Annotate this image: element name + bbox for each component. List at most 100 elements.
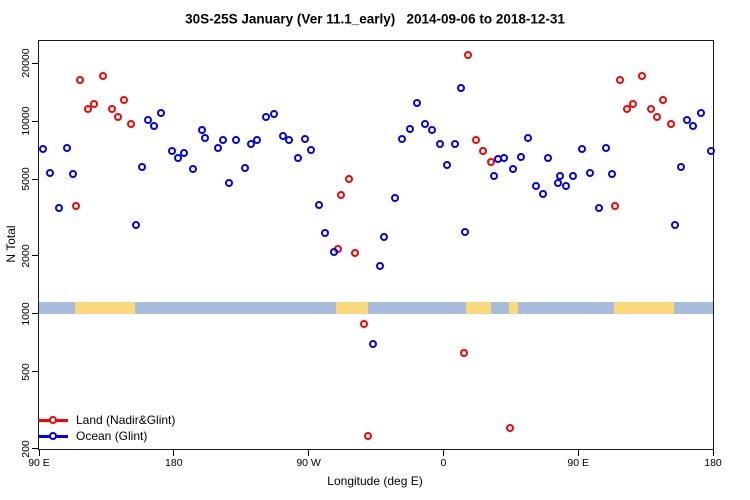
x-tick-label: 180 (165, 457, 183, 469)
y-tick-label: 20000 (20, 48, 32, 78)
land-legend-symbol (38, 415, 68, 425)
data-point-ocean (262, 113, 271, 122)
data-point-ocean (173, 153, 182, 162)
data-point-ocean (39, 144, 47, 153)
legend: Land (Nadir&Glint) Ocean (Glint) (38, 412, 175, 444)
y-tick-mark (32, 178, 38, 180)
data-point-land (647, 105, 656, 113)
data-point-ocean (380, 233, 389, 242)
data-point-ocean (500, 153, 509, 162)
data-point-ocean (293, 153, 302, 162)
ocean-legend-circle-icon (48, 431, 57, 440)
data-point-land (459, 348, 468, 357)
data-point-ocean (683, 115, 692, 124)
data-point-land (76, 75, 85, 84)
y-tick-mark (32, 62, 38, 64)
data-point-land (107, 105, 116, 113)
data-point-ocean (284, 136, 293, 145)
data-point-land (119, 96, 128, 105)
data-point-ocean (314, 200, 323, 209)
data-point-land (359, 320, 368, 329)
data-point-ocean (689, 121, 698, 130)
data-point-land (479, 146, 488, 155)
legend-label-land: Land (Nadir&Glint) (76, 413, 176, 427)
data-point-ocean (405, 124, 414, 133)
data-point-ocean (531, 181, 540, 190)
band-land-segment (614, 302, 675, 314)
legend-label-ocean: Ocean (Glint) (76, 429, 148, 443)
data-point-land (113, 113, 122, 122)
data-point-ocean (413, 99, 422, 108)
land-legend-circle-icon (48, 415, 57, 424)
data-point-ocean (428, 125, 437, 134)
data-point-ocean (241, 163, 250, 172)
data-point-land (615, 75, 624, 84)
data-point-land (364, 431, 372, 440)
data-point-ocean (461, 228, 470, 237)
data-point-ocean (137, 162, 146, 171)
data-point-ocean (543, 154, 552, 163)
x-tick-mark (38, 450, 40, 456)
band-land-segment (509, 302, 519, 314)
chart-title: 30S-25S January (Ver 11.1_early) 2014-09… (185, 11, 565, 27)
data-point-ocean (677, 162, 686, 171)
data-point-ocean (329, 247, 338, 256)
data-point-ocean (671, 220, 680, 229)
x-tick-label: 90 E (28, 457, 50, 469)
data-point-land (464, 50, 473, 59)
y-tick-label: 2000 (20, 244, 32, 268)
data-point-ocean (602, 143, 611, 152)
data-point-land (98, 72, 107, 81)
legend-row-ocean: Ocean (Glint) (38, 428, 175, 444)
data-point-ocean (224, 179, 233, 188)
x-tick-mark (577, 450, 579, 456)
legend-row-land: Land (Nadir&Glint) (38, 412, 175, 428)
data-point-land (344, 174, 353, 183)
x-tick-label: 0 (440, 457, 447, 469)
y-tick-label: 500 (20, 363, 32, 381)
data-point-ocean (707, 146, 715, 155)
band-land-segment (74, 302, 135, 314)
data-point-ocean (320, 229, 329, 238)
data-point-ocean (157, 109, 166, 118)
data-point-ocean (539, 190, 548, 199)
data-point-ocean (375, 261, 384, 270)
band-ocean-segment (39, 302, 713, 314)
data-point-land (623, 105, 632, 113)
data-point-ocean (149, 121, 158, 130)
y-tick-mark (32, 313, 38, 315)
data-point-ocean (509, 164, 518, 173)
y-tick-label: 10000 (20, 106, 32, 136)
y-axis-title: N Total (4, 225, 18, 263)
ocean-legend-symbol (38, 431, 68, 441)
data-point-ocean (197, 125, 206, 134)
data-point-ocean (456, 84, 465, 93)
data-point-ocean (307, 146, 316, 155)
data-point-ocean (62, 143, 71, 152)
y-tick-mark (32, 120, 38, 122)
data-point-land (89, 100, 98, 109)
data-point-ocean (253, 135, 262, 144)
data-point-land (486, 158, 495, 167)
data-point-ocean (443, 161, 452, 170)
data-point-land (653, 113, 662, 122)
y-tick-label: 1000 (20, 302, 32, 326)
data-point-ocean (489, 171, 498, 180)
data-point-ocean (46, 169, 55, 178)
data-point-ocean (578, 144, 587, 153)
data-point-ocean (55, 204, 64, 213)
data-point-ocean (278, 132, 287, 141)
data-point-ocean (696, 109, 705, 118)
data-point-ocean (555, 171, 564, 180)
x-tick-label: 90 E (567, 457, 589, 469)
data-point-land (83, 105, 92, 113)
data-point-land (638, 72, 647, 81)
data-point-ocean (269, 110, 278, 119)
y-tick-label: 5000 (20, 167, 32, 191)
data-point-ocean (301, 135, 310, 144)
data-point-land (666, 120, 675, 129)
x-tick-mark (308, 450, 310, 456)
y-tick-mark (32, 371, 38, 373)
data-point-ocean (390, 193, 399, 202)
